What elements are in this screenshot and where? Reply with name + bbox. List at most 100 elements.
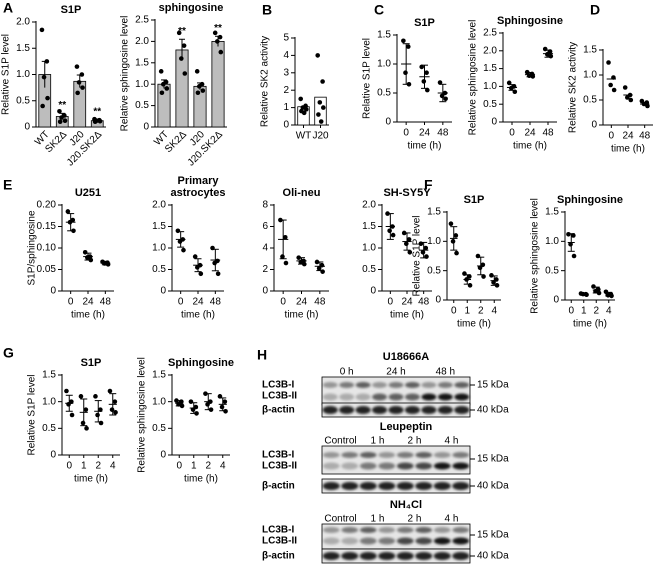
- data-point: [217, 394, 223, 399]
- data-point: [611, 87, 617, 93]
- data-point: [215, 39, 220, 44]
- x-tick-label: 1: [581, 306, 587, 317]
- band: [341, 462, 359, 470]
- band: [322, 393, 338, 401]
- x-tick-label: 0: [68, 297, 74, 308]
- y-tick-label: 0.5: [377, 88, 391, 99]
- y-tick-label: 0: [591, 120, 597, 131]
- data-point: [192, 254, 198, 259]
- data-point: [174, 398, 179, 403]
- band: [359, 527, 377, 533]
- y-tick-label: 0.5: [42, 423, 56, 434]
- x-tick-label: 24: [192, 297, 204, 308]
- y-axis-label: Relative sphingosine level: [530, 198, 541, 314]
- y-tick-label: 1.5: [377, 30, 391, 41]
- band: [452, 537, 470, 545]
- data-point: [593, 288, 598, 294]
- x-tick-label: 4: [110, 461, 116, 472]
- y-tick-label: 2.0: [483, 45, 497, 56]
- x-tick-label: WT: [296, 131, 312, 142]
- data-point: [84, 426, 89, 431]
- y-axis-label: Relative S1P level: [27, 375, 38, 456]
- data-point: [494, 277, 499, 282]
- data-point: [462, 271, 467, 276]
- x-tick-label: 48: [100, 297, 112, 308]
- band: [433, 482, 451, 490]
- y-tick-label: 1.0: [152, 396, 166, 407]
- data-point: [407, 250, 413, 255]
- y-tick-label: 1.5: [427, 207, 441, 218]
- data-point: [74, 64, 80, 69]
- data-point: [223, 408, 228, 414]
- band: [452, 452, 470, 458]
- lane-label: 24 h: [386, 367, 405, 378]
- data-point: [71, 228, 76, 234]
- data-point: [62, 118, 68, 123]
- data-point: [480, 262, 486, 268]
- panel-label: G: [3, 345, 14, 361]
- data-point: [527, 73, 532, 79]
- band: [421, 406, 437, 414]
- y-tick-label: 5: [283, 33, 289, 44]
- y-tick-label: 2.5: [483, 28, 497, 39]
- data-point: [98, 407, 103, 412]
- data-point: [603, 289, 609, 295]
- band: [396, 462, 414, 470]
- band: [378, 537, 396, 545]
- y-tick-label: 1.5: [545, 207, 559, 218]
- data-point: [316, 266, 322, 271]
- data-point: [317, 100, 323, 105]
- y-tick-label: 0.15: [37, 221, 57, 232]
- data-point: [205, 402, 210, 407]
- panel-label: D: [590, 2, 600, 18]
- data-point: [566, 231, 571, 237]
- band: [378, 482, 396, 490]
- y-tick-label: 1.0: [42, 396, 56, 407]
- data-point: [319, 262, 325, 268]
- x-axis-label: time (h): [71, 310, 105, 321]
- y-tick-label: 0.5: [483, 99, 497, 110]
- data-point: [475, 253, 481, 259]
- band: [341, 452, 359, 458]
- band: [372, 382, 387, 388]
- band: [405, 382, 420, 388]
- data-point: [420, 250, 426, 255]
- y-tick-label: 1.5: [362, 221, 376, 232]
- data-point: [195, 265, 200, 270]
- y-axis-label: Relative S1P level: [1, 34, 12, 115]
- band: [322, 482, 340, 490]
- data-point: [217, 34, 223, 40]
- data-point: [176, 30, 182, 36]
- y-tick-label: 1.0: [362, 243, 376, 254]
- data-point: [57, 119, 63, 125]
- data-point: [548, 53, 554, 59]
- band: [454, 382, 470, 388]
- y-tick-label: 0: [283, 120, 289, 131]
- data-point: [283, 260, 289, 266]
- data-point: [406, 237, 412, 242]
- data-point: [403, 70, 408, 75]
- data-point: [45, 95, 50, 101]
- band: [339, 406, 355, 414]
- data-point: [606, 60, 611, 65]
- data-point: [424, 254, 429, 259]
- y-tick-label: 0.5: [16, 95, 30, 106]
- data-point: [78, 394, 84, 399]
- data-point: [88, 257, 94, 263]
- data-point: [509, 85, 514, 91]
- x-tick-label: 0: [451, 306, 457, 317]
- y-tick-label: 1.0: [377, 59, 391, 70]
- x-axis-label: time (h): [573, 319, 607, 330]
- row-label: β-actin: [262, 551, 295, 562]
- band: [341, 527, 359, 533]
- x-tick-label: 48: [639, 131, 651, 142]
- data-point: [524, 69, 530, 75]
- data-point: [179, 403, 185, 409]
- band: [452, 527, 470, 533]
- data-point: [164, 86, 170, 91]
- panel-label: F: [424, 177, 433, 193]
- band: [388, 382, 404, 388]
- x-tick-label: 0: [176, 461, 182, 472]
- y-tick-label: 0: [50, 286, 56, 297]
- band: [359, 552, 377, 560]
